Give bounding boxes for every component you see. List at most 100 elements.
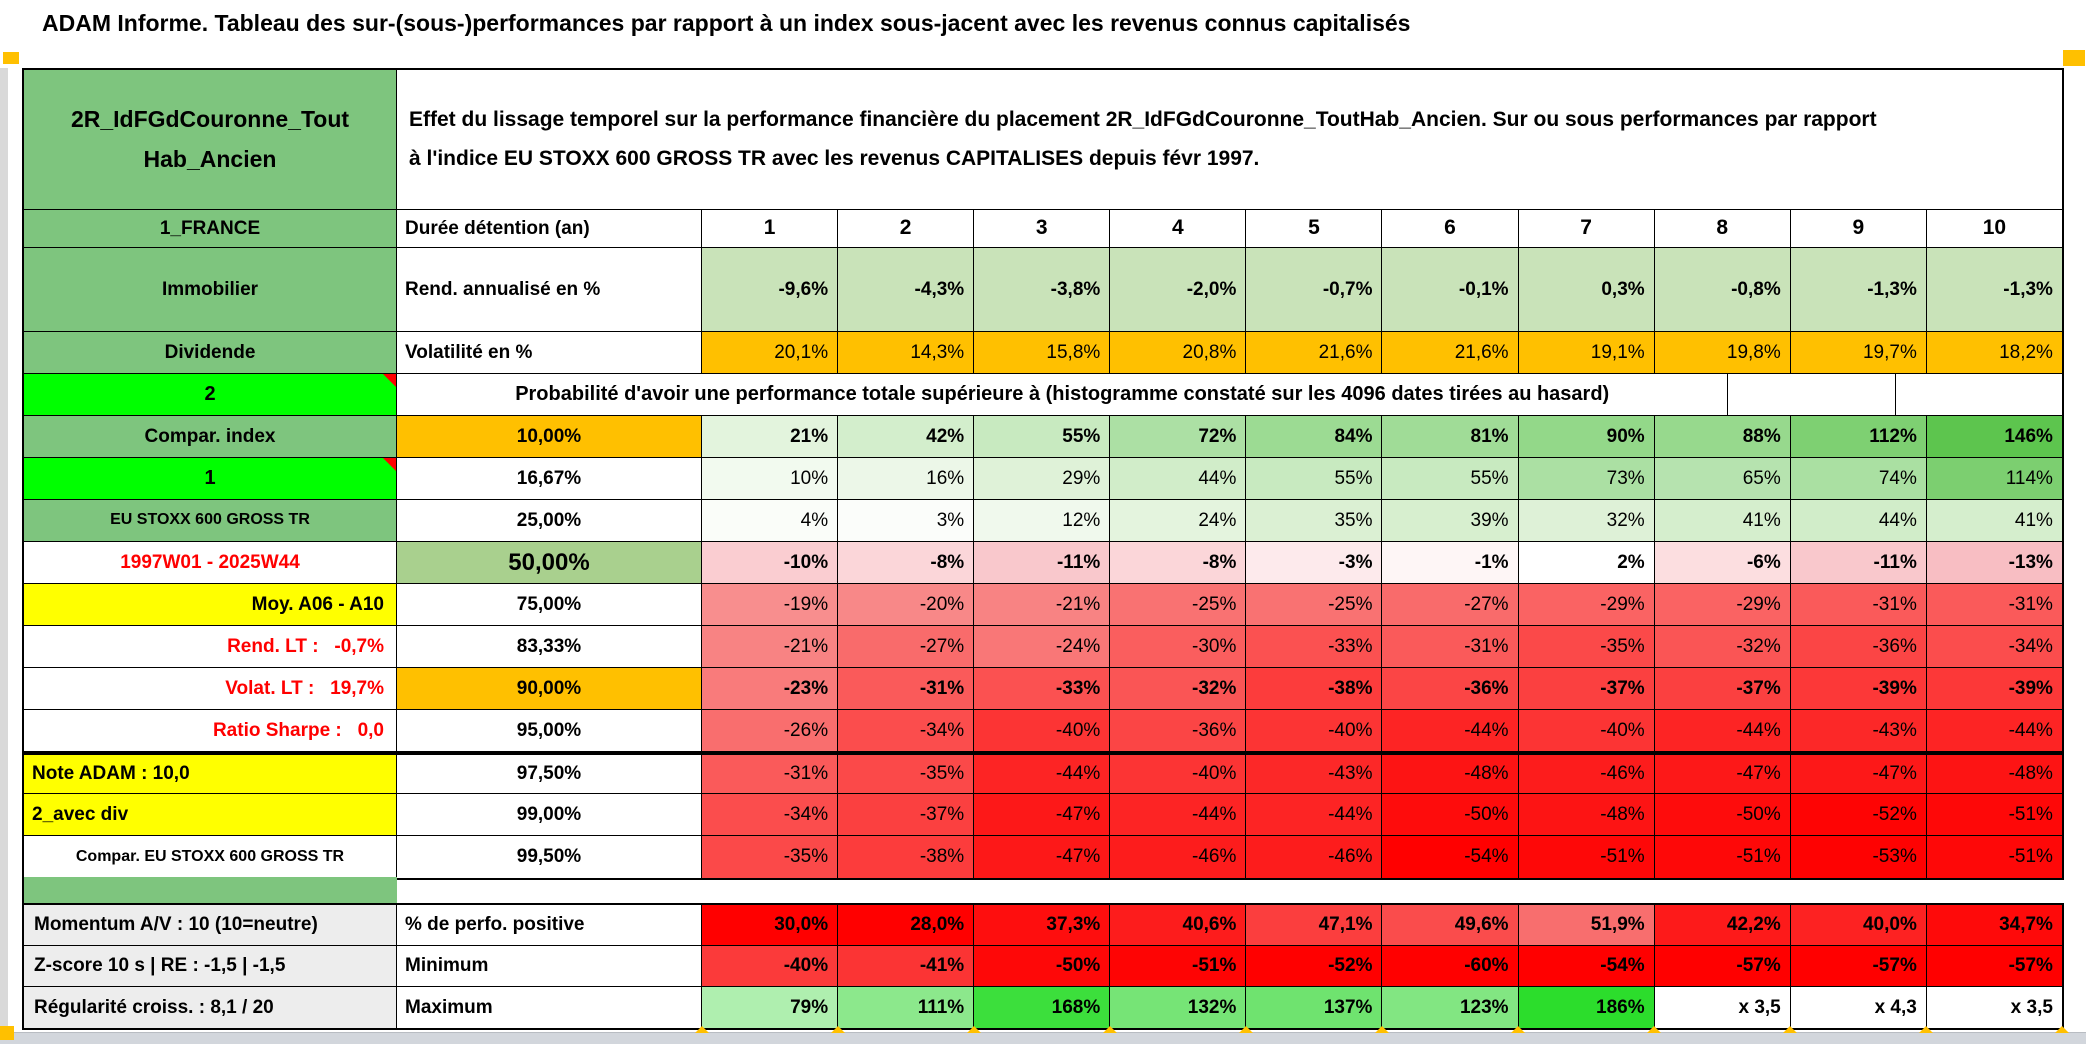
value-cell[interactable]: -30% xyxy=(1110,626,1247,668)
value-cell[interactable]: 15,8% xyxy=(974,332,1111,374)
value-cell[interactable]: -44% xyxy=(974,755,1111,794)
value-cell[interactable]: 0,3% xyxy=(1518,248,1655,332)
value-cell[interactable]: 123% xyxy=(1382,987,1519,1028)
value-cell[interactable]: -38% xyxy=(1246,668,1383,710)
value-cell[interactable]: -21% xyxy=(974,584,1111,626)
value-cell[interactable]: 44% xyxy=(1790,500,1927,542)
value-cell[interactable]: 186% xyxy=(1518,987,1655,1028)
value-cell[interactable]: 44% xyxy=(1110,458,1247,500)
value-cell[interactable]: -37% xyxy=(1518,668,1655,710)
probability-note-cell[interactable]: Probabilité d'avoir une performance tota… xyxy=(397,374,1729,416)
value-cell[interactable]: 41% xyxy=(1654,500,1791,542)
value-cell[interactable]: 10% xyxy=(702,458,839,500)
value-cell[interactable]: -25% xyxy=(1110,584,1247,626)
value-cell[interactable]: -1,3% xyxy=(1926,248,2062,332)
report-title-bar[interactable]: ADAM Informe. Tableau des sur-(sous-)per… xyxy=(0,0,2086,46)
value-cell[interactable]: -54% xyxy=(1518,946,1655,987)
value-cell[interactable]: -51% xyxy=(1110,946,1247,987)
value-cell[interactable]: 24% xyxy=(1110,500,1247,542)
value-cell[interactable]: -47% xyxy=(1790,755,1927,794)
value-cell[interactable]: -47% xyxy=(1654,755,1791,794)
row-label-cell[interactable]: Momentum A/V : 10 (10=neutre) xyxy=(24,905,397,946)
value-cell[interactable]: 20,1% xyxy=(702,332,839,374)
value-cell[interactable]: 32% xyxy=(1518,500,1655,542)
value-cell[interactable]: 35% xyxy=(1246,500,1383,542)
value-cell[interactable]: 81% xyxy=(1382,416,1519,458)
threshold-cell[interactable]: 25,00% xyxy=(397,500,702,542)
value-cell[interactable]: -50% xyxy=(974,946,1111,987)
value-cell[interactable]: 21,6% xyxy=(1382,332,1519,374)
value-cell[interactable]: -57% xyxy=(1790,946,1927,987)
value-cell[interactable]: 73% xyxy=(1518,458,1655,500)
value-cell[interactable]: -3% xyxy=(1246,542,1383,584)
row-label-cell[interactable]: Immobilier xyxy=(24,248,397,332)
value-cell[interactable]: -33% xyxy=(1246,626,1383,668)
value-cell[interactable]: -29% xyxy=(1654,584,1791,626)
value-cell[interactable]: 111% xyxy=(838,987,975,1028)
column-header-cell[interactable]: 2 xyxy=(838,210,975,248)
value-cell[interactable]: -50% xyxy=(1654,794,1791,836)
value-cell[interactable]: -26% xyxy=(702,710,839,752)
value-cell[interactable]: -51% xyxy=(1926,836,2062,878)
value-cell[interactable]: -48% xyxy=(1518,794,1655,836)
value-cell[interactable]: -24% xyxy=(974,626,1111,668)
value-cell[interactable]: -6% xyxy=(1654,542,1791,584)
value-cell[interactable]: -57% xyxy=(1926,946,2062,987)
row-label-cell[interactable]: Note ADAM : 10,0 xyxy=(24,755,397,794)
value-cell[interactable]: -44% xyxy=(1654,710,1791,752)
row-label-cell[interactable]: Rend. LT : -0,7% xyxy=(24,626,397,668)
value-cell[interactable]: -2,0% xyxy=(1110,248,1247,332)
value-cell[interactable]: 79% xyxy=(702,987,839,1028)
value-cell[interactable]: -13% xyxy=(1926,542,2062,584)
value-cell[interactable]: -1,3% xyxy=(1790,248,1927,332)
threshold-cell[interactable]: 99,50% xyxy=(397,836,702,878)
value-cell[interactable]: 137% xyxy=(1246,987,1383,1028)
value-cell[interactable]: -53% xyxy=(1790,836,1927,878)
column-header-cell[interactable]: 7 xyxy=(1518,210,1655,248)
value-cell[interactable]: x 3,5 xyxy=(1926,987,2062,1028)
value-cell[interactable]: -51% xyxy=(1518,836,1655,878)
value-cell[interactable]: -44% xyxy=(1926,710,2062,752)
column-header-cell[interactable]: 1 xyxy=(702,210,839,248)
value-cell[interactable]: 19,7% xyxy=(1790,332,1927,374)
value-cell[interactable]: 3% xyxy=(838,500,975,542)
value-cell[interactable]: -34% xyxy=(838,710,975,752)
threshold-cell[interactable]: Volatilité en % xyxy=(397,332,702,374)
value-cell[interactable]: 42% xyxy=(838,416,975,458)
value-cell[interactable]: 37,3% xyxy=(974,905,1111,946)
value-cell[interactable]: -54% xyxy=(1382,836,1519,878)
value-cell[interactable]: x 3,5 xyxy=(1654,987,1791,1028)
value-cell[interactable]: -43% xyxy=(1246,755,1383,794)
value-cell[interactable]: -44% xyxy=(1246,794,1383,836)
column-header-cell[interactable]: 6 xyxy=(1382,210,1519,248)
row-label-cell[interactable]: Compar. EU STOXX 600 GROSS TR xyxy=(24,836,397,878)
value-cell[interactable]: -40% xyxy=(1110,755,1247,794)
value-cell[interactable]: -52% xyxy=(1790,794,1927,836)
threshold-cell[interactable]: 99,00% xyxy=(397,794,702,836)
threshold-cell[interactable]: 50,00% xyxy=(397,542,702,584)
value-cell[interactable]: 20,8% xyxy=(1110,332,1247,374)
value-cell[interactable]: -39% xyxy=(1926,668,2062,710)
value-cell[interactable]: 2% xyxy=(1518,542,1655,584)
value-cell[interactable]: 88% xyxy=(1654,416,1791,458)
row-label-cell[interactable]: Ratio Sharpe : 0,0 xyxy=(24,710,397,752)
value-cell[interactable]: 21% xyxy=(702,416,839,458)
value-cell[interactable]: 114% xyxy=(1926,458,2062,500)
threshold-cell[interactable]: 97,50% xyxy=(397,755,702,794)
row-label-cell[interactable]: Volat. LT : 19,7% xyxy=(24,668,397,710)
value-cell[interactable]: -3,8% xyxy=(974,248,1111,332)
value-cell[interactable]: -37% xyxy=(1654,668,1791,710)
value-cell[interactable]: -46% xyxy=(1110,836,1247,878)
value-cell[interactable]: -46% xyxy=(1246,836,1383,878)
threshold-cell[interactable]: 95,00% xyxy=(397,710,702,752)
value-cell[interactable]: -40% xyxy=(974,710,1111,752)
value-cell[interactable]: -32% xyxy=(1110,668,1247,710)
value-cell[interactable]: -9,6% xyxy=(702,248,839,332)
value-cell[interactable]: -36% xyxy=(1790,626,1927,668)
threshold-cell[interactable]: Maximum xyxy=(397,987,702,1028)
value-cell[interactable]: -32% xyxy=(1654,626,1791,668)
value-cell[interactable]: 41% xyxy=(1926,500,2062,542)
value-cell[interactable]: -10% xyxy=(702,542,839,584)
column-header-cell[interactable]: 4 xyxy=(1110,210,1247,248)
value-cell[interactable]: -35% xyxy=(1518,626,1655,668)
